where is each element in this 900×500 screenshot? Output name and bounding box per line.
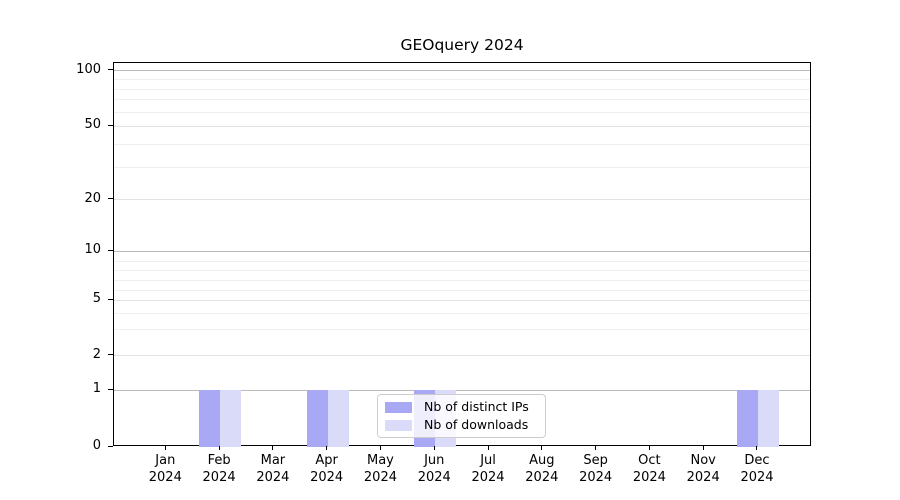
major-gridline [114, 250, 810, 252]
minor-gridline [114, 167, 810, 169]
legend-swatch [385, 401, 412, 413]
major-gridline [114, 125, 810, 127]
y-tick-mark [108, 198, 113, 200]
x-tick-year: 2024 [740, 470, 774, 485]
x-tick-month: Dec [744, 453, 770, 468]
x-tick-label: Mar 2024 [241, 452, 305, 486]
y-tick-label: 1 [92, 381, 101, 397]
x-tick-month: Apr [315, 453, 338, 468]
minor-gridline [114, 260, 810, 262]
x-tick-label: Dec 2024 [725, 452, 789, 486]
minor-gridline [114, 289, 810, 291]
y-tick-mark [108, 354, 113, 356]
minor-gridline [114, 269, 810, 271]
bar-apr-ips [306, 390, 328, 447]
y-tick-mark [108, 388, 113, 390]
x-tick-mark [648, 446, 650, 450]
minor-gridline [114, 328, 810, 330]
y-tick-mark [108, 69, 113, 71]
legend-item: Nb of downloads [385, 418, 538, 432]
bar-feb-ips [199, 390, 221, 447]
x-tick-month: Mar [260, 453, 286, 468]
bar-apr-downloads [327, 390, 349, 447]
x-tick-year: 2024 [417, 470, 451, 485]
x-tick-label: Nov 2024 [671, 452, 735, 486]
y-tick-label: 0 [92, 438, 101, 453]
y-tick-label: 5 [92, 291, 101, 307]
x-tick-year: 2024 [471, 470, 505, 485]
legend-swatch [385, 419, 412, 431]
chart-title: GEOquery 2024 [400, 36, 524, 54]
major-gridline [114, 199, 810, 201]
legend-item-label: Nb of downloads [424, 417, 529, 432]
x-tick-label: Aug 2024 [510, 452, 574, 486]
y-tick-label: 20 [84, 190, 101, 206]
x-tick-year: 2024 [363, 470, 397, 485]
bar-dec-ips [736, 390, 758, 447]
x-tick-month: Aug [529, 453, 555, 468]
x-tick-mark [379, 446, 381, 450]
x-tick-year: 2024 [579, 470, 613, 485]
minor-gridline [114, 312, 810, 314]
plot-area [113, 62, 811, 447]
y-tick-mark [108, 124, 113, 126]
x-tick-month: Jun [424, 453, 445, 468]
y-tick-label: 10 [84, 242, 101, 258]
x-tick-month: Jul [480, 453, 496, 468]
x-tick-label: Jul 2024 [456, 452, 520, 486]
x-tick-label: May 2024 [348, 452, 412, 486]
x-tick-month: Feb [207, 453, 231, 468]
x-tick-year: 2024 [256, 470, 290, 485]
minor-gridline [114, 78, 810, 80]
x-tick-month: Jan [155, 453, 176, 468]
minor-gridline [114, 279, 810, 281]
minor-gridline [114, 143, 810, 145]
x-tick-mark [272, 446, 274, 450]
minor-gridline [114, 88, 810, 90]
y-tick-mark [108, 445, 113, 447]
minor-gridline [114, 99, 810, 101]
legend: Nb of distinct IPs Nb of downloads [377, 394, 546, 438]
x-tick-year: 2024 [525, 470, 559, 485]
x-tick-label: Apr 2024 [295, 452, 359, 486]
x-tick-year: 2024 [310, 470, 344, 485]
x-tick-label: Feb 2024 [187, 452, 251, 486]
minor-gridline [114, 111, 810, 113]
x-tick-month: May [367, 453, 394, 468]
x-tick-year: 2024 [202, 470, 236, 485]
x-tick-label: Jan 2024 [133, 452, 197, 486]
y-tick-mark [108, 298, 113, 300]
major-gridline [114, 389, 810, 391]
legend-item-label: Nb of distinct IPs [424, 399, 529, 414]
x-tick-year: 2024 [686, 470, 720, 485]
x-tick-mark [702, 446, 704, 450]
major-gridline [114, 355, 810, 357]
y-tick-label: 2 [92, 346, 101, 362]
x-tick-mark [756, 446, 758, 450]
x-tick-mark [218, 446, 220, 450]
x-tick-year: 2024 [632, 470, 666, 485]
x-tick-mark [487, 446, 489, 450]
x-tick-mark [541, 446, 543, 450]
y-tick-label: 50 [84, 117, 101, 133]
major-gridline [114, 70, 810, 72]
x-tick-mark [326, 446, 328, 450]
x-tick-month: Sep [583, 453, 608, 468]
y-tick-mark [108, 249, 113, 251]
x-tick-month: Oct [638, 453, 661, 468]
legend-item: Nb of distinct IPs [385, 400, 538, 414]
x-tick-mark [595, 446, 597, 450]
y-tick-label: 100 [76, 61, 101, 77]
x-tick-month: Nov [690, 453, 716, 468]
x-tick-mark [164, 446, 166, 450]
bar-feb-downloads [220, 390, 242, 447]
bar-dec-downloads [757, 390, 779, 447]
x-tick-label: Jun 2024 [402, 452, 466, 486]
x-tick-mark [433, 446, 435, 450]
x-tick-label: Sep 2024 [564, 452, 628, 486]
major-gridline [114, 299, 810, 301]
x-tick-year: 2024 [148, 470, 182, 485]
x-tick-label: Oct 2024 [617, 452, 681, 486]
